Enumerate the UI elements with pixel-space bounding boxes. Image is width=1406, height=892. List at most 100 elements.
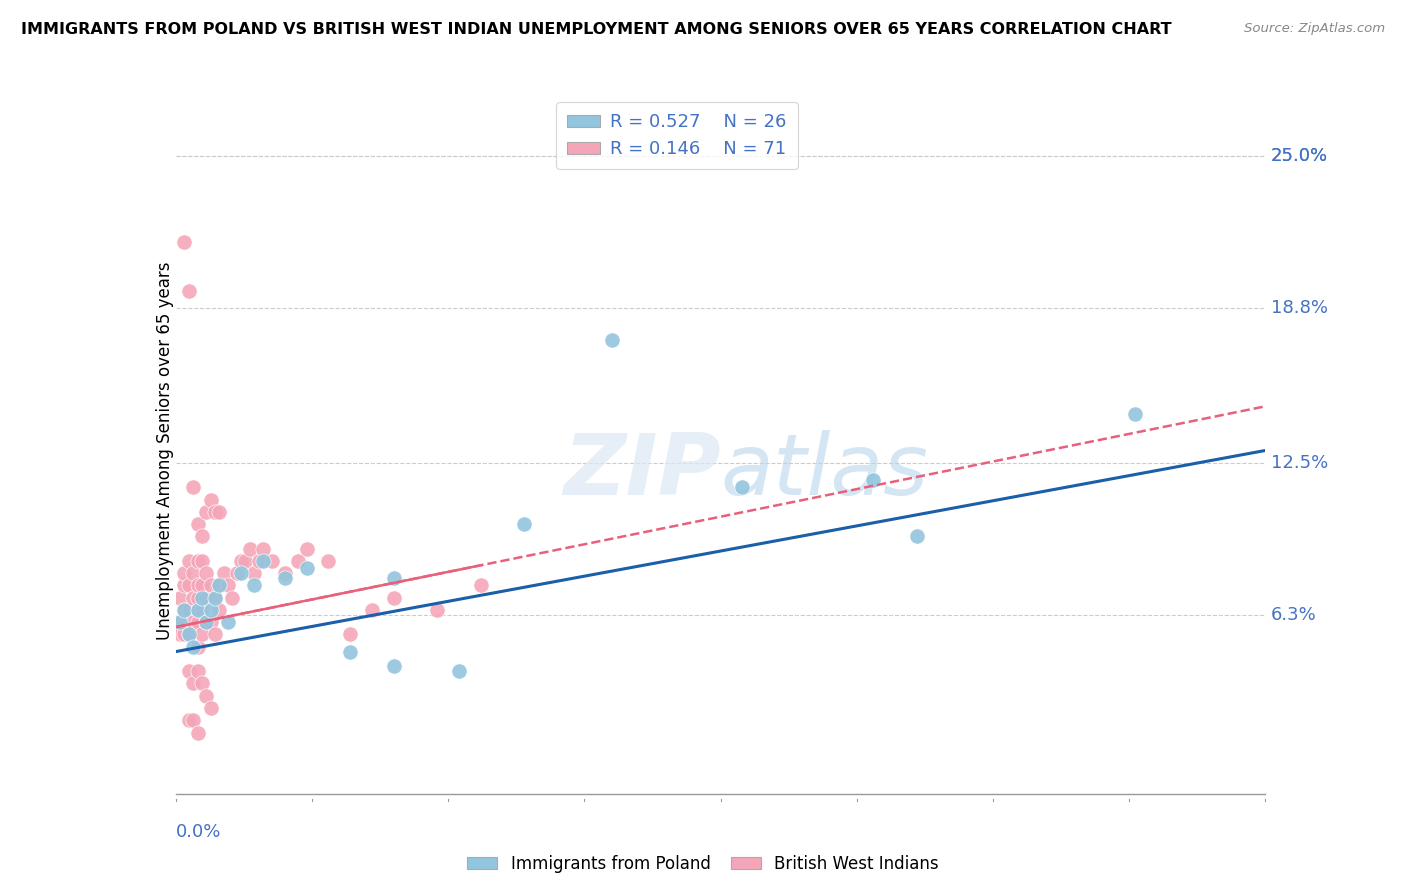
Point	[177, 578, 200, 592]
Point	[274, 566, 297, 581]
Point	[204, 627, 226, 641]
Point	[470, 578, 492, 592]
Point	[186, 725, 209, 739]
Point	[600, 333, 623, 347]
Text: Source: ZipAtlas.com: Source: ZipAtlas.com	[1244, 22, 1385, 36]
Point	[200, 615, 222, 630]
Point	[181, 640, 204, 654]
Point	[186, 615, 209, 630]
Point	[173, 566, 195, 581]
Legend: Immigrants from Poland, British West Indians: Immigrants from Poland, British West Ind…	[461, 848, 945, 880]
Point	[295, 561, 318, 575]
Point	[208, 578, 231, 592]
Point	[186, 591, 209, 605]
Point	[426, 603, 449, 617]
Point	[208, 505, 231, 519]
Point	[173, 627, 195, 641]
Point	[186, 603, 209, 617]
Point	[252, 554, 274, 568]
Point	[339, 627, 361, 641]
Point	[905, 529, 928, 543]
Point	[186, 640, 209, 654]
Point	[217, 615, 239, 630]
Point	[177, 603, 200, 617]
Point	[181, 615, 204, 630]
Point	[513, 517, 536, 532]
Text: ZIP: ZIP	[562, 430, 721, 513]
Point	[239, 541, 262, 556]
Point	[191, 529, 214, 543]
Point	[181, 591, 204, 605]
Point	[177, 714, 200, 728]
Point	[204, 505, 226, 519]
Point	[169, 615, 191, 630]
Point	[231, 566, 253, 581]
Point	[200, 492, 222, 507]
Point	[252, 541, 274, 556]
Point	[447, 664, 470, 679]
Point	[186, 664, 209, 679]
Point	[225, 566, 247, 581]
Text: 0.0%: 0.0%	[176, 822, 221, 841]
Text: 25.0%: 25.0%	[1271, 147, 1329, 165]
Point	[195, 591, 218, 605]
Point	[287, 554, 309, 568]
Point	[217, 578, 239, 592]
Point	[274, 571, 297, 585]
Point	[169, 627, 191, 641]
Point	[212, 566, 235, 581]
Point	[231, 554, 253, 568]
Point	[181, 566, 204, 581]
Text: 12.5%: 12.5%	[1271, 454, 1329, 472]
Point	[177, 664, 200, 679]
Point	[243, 578, 266, 592]
Point	[360, 603, 382, 617]
Point	[382, 659, 405, 673]
Text: atlas: atlas	[721, 430, 928, 513]
Point	[177, 627, 200, 641]
Point	[173, 235, 195, 249]
Point	[181, 714, 204, 728]
Point	[186, 578, 209, 592]
Point	[318, 554, 340, 568]
Y-axis label: Unemployment Among Seniors over 65 years: Unemployment Among Seniors over 65 years	[156, 261, 173, 640]
Point	[169, 615, 191, 630]
Point	[382, 591, 405, 605]
Point	[191, 627, 214, 641]
Point	[181, 480, 204, 494]
Point	[382, 571, 405, 585]
Point	[173, 603, 195, 617]
Point	[200, 578, 222, 592]
Point	[191, 603, 214, 617]
Point	[200, 603, 222, 617]
Point	[186, 517, 209, 532]
Point	[235, 554, 257, 568]
Point	[195, 689, 218, 703]
Point	[177, 284, 200, 298]
Point	[173, 578, 195, 592]
Point	[295, 541, 318, 556]
Point	[200, 701, 222, 715]
Point	[208, 603, 231, 617]
Point	[204, 591, 226, 605]
Point	[204, 591, 226, 605]
Point	[862, 473, 884, 487]
Text: 25.0%: 25.0%	[1271, 147, 1329, 165]
Point	[260, 554, 283, 568]
Point	[191, 591, 214, 605]
Point	[191, 554, 214, 568]
Point	[1123, 407, 1146, 421]
Point	[731, 480, 754, 494]
Point	[181, 676, 204, 690]
Point	[221, 591, 243, 605]
Point	[169, 591, 191, 605]
Point	[191, 676, 214, 690]
Text: 6.3%: 6.3%	[1271, 606, 1316, 624]
Point	[177, 627, 200, 641]
Point	[186, 554, 209, 568]
Point	[208, 578, 231, 592]
Point	[191, 578, 214, 592]
Point	[195, 615, 218, 630]
Point	[247, 554, 270, 568]
Text: IMMIGRANTS FROM POLAND VS BRITISH WEST INDIAN UNEMPLOYMENT AMONG SENIORS OVER 65: IMMIGRANTS FROM POLAND VS BRITISH WEST I…	[21, 22, 1171, 37]
